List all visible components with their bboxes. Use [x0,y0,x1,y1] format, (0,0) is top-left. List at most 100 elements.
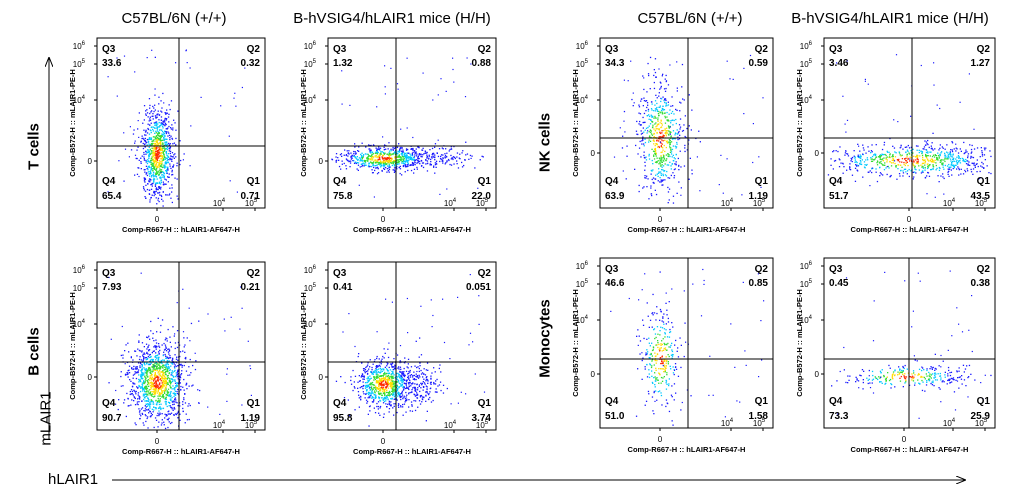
event-dot [659,181,661,183]
event-dot [167,388,170,390]
event-dot [658,163,660,165]
event-dot [983,147,986,149]
quadrant-label-q1: Q1 [247,398,261,409]
event-dot [162,384,164,387]
event-dot [167,168,169,170]
event-dot [158,173,160,176]
event-dot [145,113,147,115]
event-dot [147,381,149,383]
event-dot [421,149,424,151]
event-dot [671,163,673,165]
event-dot [653,81,655,84]
event-dot [161,391,163,393]
event-dot [150,379,153,381]
event-dot [420,373,423,375]
event-dot [762,97,764,99]
event-dot [912,164,915,166]
event-dot [941,146,943,148]
event-dot [698,130,700,132]
event-dot [369,150,371,152]
event-dot [403,155,405,157]
event-dot [408,152,410,154]
event-dot [155,173,157,175]
event-dot [944,148,946,150]
event-dot [155,157,157,159]
event-dot [661,161,663,163]
event-dot [411,162,414,164]
event-dot [143,352,145,354]
event-dot [387,160,389,162]
event-dot [163,351,165,353]
event-dot [152,130,155,132]
event-dot [356,156,358,158]
event-dot [867,146,869,148]
event-dot [152,105,154,108]
event-dot [107,76,109,78]
event-dot [912,178,914,180]
event-dot [652,163,654,165]
event-dot [912,161,914,163]
event-dot [957,152,960,154]
event-dot [160,176,162,178]
event-dot [165,364,167,366]
event-dot [879,154,882,156]
event-dot [972,173,974,175]
event-dot [363,375,365,377]
event-dot [401,396,403,398]
event-dot [176,373,178,375]
event-dot [165,357,167,359]
event-dot [162,200,164,202]
event-dot [389,152,391,154]
event-dot [161,396,163,398]
event-dot [477,187,479,189]
event-dot [132,368,134,370]
event-dot [165,123,167,126]
event-dot [171,363,174,365]
event-dot [678,164,680,167]
event-dot [927,151,929,153]
event-dot [133,129,135,131]
event-dot [943,159,945,161]
event-dot [151,159,154,161]
event-dot [377,172,380,174]
event-dot [892,145,894,147]
event-dot [983,154,986,156]
event-dot [917,145,919,147]
quadrant-label-q2: Q2 [977,44,991,55]
event-dot [613,156,616,158]
event-dot [398,156,400,158]
event-dot [169,148,171,150]
event-dot [152,162,154,164]
event-dot [165,350,168,352]
event-dot [679,134,681,136]
event-dot [651,109,653,111]
event-dot [643,186,645,188]
event-dot [918,165,920,167]
event-dot [154,191,156,193]
event-dot [163,183,165,185]
event-dot [392,394,394,397]
event-dot [973,164,975,166]
event-dot [141,383,143,386]
event-dot [115,403,117,405]
event-dot [164,144,167,146]
event-dot [165,402,167,404]
event-dot [137,398,139,400]
event-dot [141,366,143,368]
event-dot [166,360,168,362]
event-dot [435,166,437,168]
event-dot [167,364,169,366]
event-dot [638,112,640,114]
event-dot [171,378,173,380]
event-dot [673,175,676,177]
event-dot [864,164,866,166]
event-dot [155,382,158,384]
event-dot [120,354,122,357]
event-dot [394,162,397,165]
event-dot [340,168,342,170]
event-dot [154,159,157,161]
event-dot [655,108,657,110]
event-dot [898,158,900,161]
event-dot [922,158,924,161]
event-dot [426,386,428,388]
